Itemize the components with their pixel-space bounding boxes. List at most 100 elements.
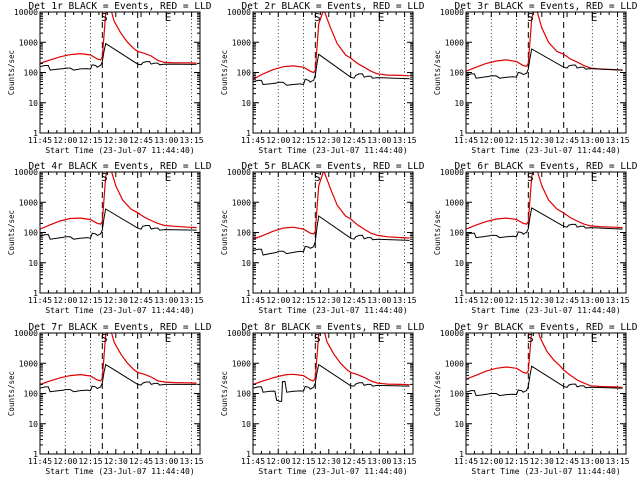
plot-frame (252, 11, 414, 134)
x-tick-label: 12:00 (53, 136, 77, 145)
x-tick-label: 12:45 (555, 296, 579, 305)
x-tick-label: 13:15 (606, 136, 630, 145)
y-tick-label: 1 (459, 289, 464, 298)
x-tick-label: 12:30 (317, 296, 341, 305)
panel-title: Det 4r BLACK = Events, RED = LLD (28, 161, 211, 172)
events-series-line (466, 365, 623, 397)
y-axis-label: Counts/sec (433, 210, 442, 255)
x-tick-label: 12:45 (129, 296, 153, 305)
x-tick-label: 12:00 (266, 136, 290, 145)
x-tick-label: 12:00 (53, 296, 77, 305)
x-tick-label: 13:15 (606, 457, 630, 466)
x-tick-label: 12:45 (342, 296, 366, 305)
x-tick-label: 12:30 (104, 296, 128, 305)
marker-s-label: S (101, 11, 108, 24)
lld-series-line (40, 172, 197, 230)
y-axis-label: Counts/sec (433, 371, 442, 416)
plot-frame (252, 171, 414, 294)
x-tick-label: 12:30 (104, 457, 128, 466)
y-tick-label: 10 (454, 99, 464, 108)
panel-title: Det 7r BLACK = Events, RED = LLD (28, 322, 211, 333)
y-axis-label: Counts/sec (220, 371, 229, 416)
x-tick-label: 12:15 (78, 296, 102, 305)
x-tick-label: 12:15 (504, 296, 528, 305)
marker-e-label: E (165, 332, 172, 345)
panel-title: Det 8r BLACK = Events, RED = LLD (241, 322, 424, 333)
x-axis-label: Start Time (23-Jul-07 11:44:40) (45, 467, 194, 476)
lld-series-line (40, 12, 197, 64)
x-tick-label: 13:15 (393, 136, 417, 145)
panel-title: Det 6r BLACK = Events, RED = LLD (454, 161, 637, 172)
x-tick-label: 13:00 (154, 136, 178, 145)
x-tick-label: 11:45 (28, 296, 52, 305)
marker-s-label: S (527, 171, 534, 184)
marker-s-label: S (101, 332, 108, 345)
y-tick-label: 1000 (19, 38, 38, 47)
marker-s-label: S (314, 11, 321, 24)
y-tick-label: 100 (450, 69, 465, 78)
y-tick-label: 1 (33, 129, 38, 138)
y-tick-label: 100 (450, 229, 465, 238)
y-tick-label: 10000 (440, 8, 464, 17)
y-tick-label: 1000 (445, 38, 464, 47)
x-tick-label: 12:45 (129, 457, 153, 466)
x-tick-label: 13:00 (580, 296, 604, 305)
plot-frame (465, 11, 627, 134)
x-tick-label: 13:00 (580, 457, 604, 466)
marker-s-label: S (527, 332, 534, 345)
lld-series-line (253, 12, 410, 80)
x-tick-label: 11:45 (454, 136, 478, 145)
panel-title: Det 3r BLACK = Events, RED = LLD (454, 1, 637, 12)
panel-title: Det 1r BLACK = Events, RED = LLD (28, 1, 211, 12)
x-tick-label: 11:45 (454, 457, 478, 466)
y-tick-label: 10000 (14, 168, 38, 177)
y-tick-label: 1 (246, 289, 251, 298)
x-tick-label: 12:30 (530, 296, 554, 305)
y-tick-label: 1 (459, 129, 464, 138)
x-tick-label: 12:45 (555, 136, 579, 145)
y-tick-label: 10000 (227, 168, 251, 177)
x-tick-label: 12:15 (504, 457, 528, 466)
x-tick-label: 13:00 (154, 296, 178, 305)
x-tick-label: 12:45 (555, 457, 579, 466)
x-tick-label: 12:00 (479, 457, 503, 466)
x-axis-label: Start Time (23-Jul-07 11:44:40) (471, 467, 620, 476)
marker-e-label: E (378, 332, 385, 345)
y-tick-label: 1000 (232, 198, 251, 207)
x-tick-label: 11:45 (241, 457, 265, 466)
x-tick-label: 12:45 (342, 457, 366, 466)
x-axis-label: Start Time (23-Jul-07 11:44:40) (45, 146, 194, 155)
marker-e-label: E (378, 11, 385, 24)
x-tick-label: 11:45 (28, 457, 52, 466)
x-tick-label: 12:30 (530, 136, 554, 145)
y-tick-label: 100 (237, 69, 252, 78)
y-tick-label: 1 (459, 450, 464, 459)
y-tick-label: 10000 (440, 329, 464, 338)
x-tick-label: 11:45 (241, 136, 265, 145)
events-series-line (253, 53, 410, 86)
y-axis-label: Counts/sec (220, 210, 229, 255)
y-axis-label: Counts/sec (7, 371, 16, 416)
marker-e-label: E (165, 11, 172, 24)
plot-frame (465, 171, 627, 294)
x-tick-label: 13:15 (606, 296, 630, 305)
marker-s-label: S (314, 332, 321, 345)
y-tick-label: 10000 (227, 8, 251, 17)
x-tick-label: 11:45 (454, 296, 478, 305)
y-tick-label: 10 (241, 420, 251, 429)
y-tick-label: 1000 (19, 198, 38, 207)
y-tick-label: 1000 (445, 359, 464, 368)
x-axis-label: Start Time (23-Jul-07 11:44:40) (471, 146, 620, 155)
x-axis-label: Start Time (23-Jul-07 11:44:40) (45, 306, 194, 315)
marker-e-label: E (591, 171, 598, 184)
lld-series-line (466, 12, 623, 72)
y-tick-label: 10000 (14, 329, 38, 338)
